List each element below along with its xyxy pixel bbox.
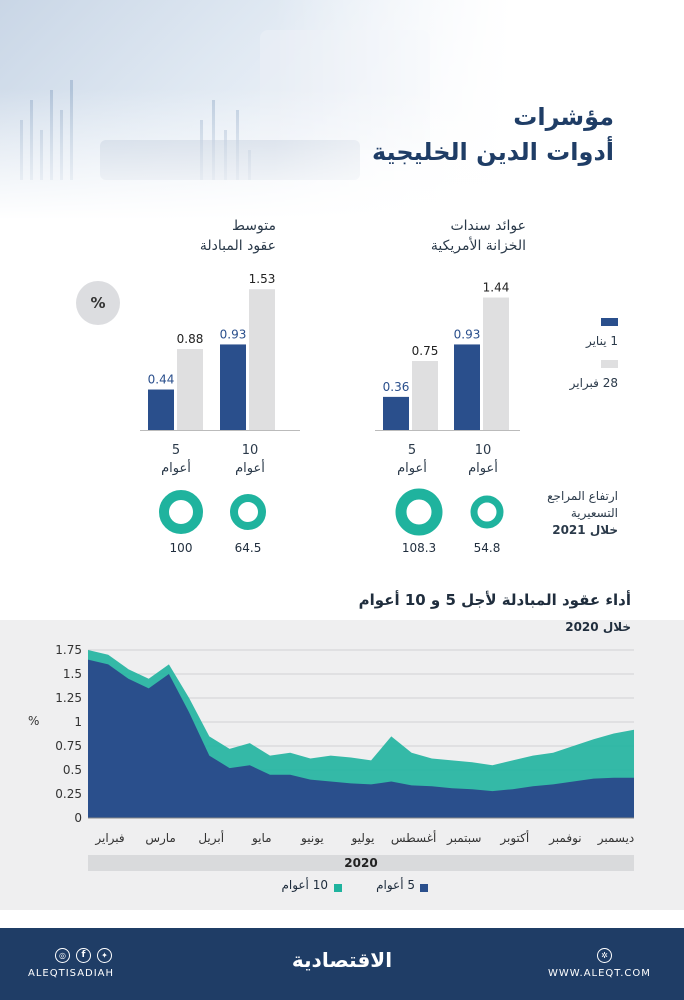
treasury-cat-5: 5 أعوام <box>387 442 437 478</box>
bar-feb-swaps-10 <box>249 289 275 430</box>
facebook-icon[interactable]: f <box>76 948 91 963</box>
bar-label-jan-treasury-5: 0.36 <box>383 380 410 394</box>
bar-label-feb-treasury-10: 1.44 <box>483 281 510 295</box>
ring-caption: ارتفاع المراجع التسعيرية خلال 2021 <box>518 488 618 539</box>
ring-value-treasury-5: 108.3 <box>401 541 437 555</box>
footer: ◎ f ✦ ALEQTISADIAH الاقتصادية ✲ WWW.ALEQ… <box>0 928 684 1000</box>
legend-label-feb: 28 فبراير <box>569 376 618 390</box>
footer-site[interactable]: WWW.ALEQT.COM <box>548 968 651 979</box>
area-chart-ylabel: % <box>28 714 40 728</box>
footer-brand-logo: الاقتصادية <box>291 948 393 972</box>
swaps-cat-10-word: أعوام <box>235 461 265 476</box>
bar-jan-treasury-10 <box>454 344 480 430</box>
ring-value-swaps-10: 64.5 <box>234 541 262 555</box>
bar-label-jan-treasury-10: 0.93 <box>454 327 481 341</box>
footer-handle: ALEQTISADIAH <box>28 968 115 979</box>
treasury-cat-10: 10 أعوام <box>458 442 508 478</box>
month-label: فبراير <box>94 831 124 846</box>
bar-label-feb-swaps-5: 0.88 <box>177 332 204 346</box>
treasury-title-line1: عوائد سندات <box>450 218 526 234</box>
ring-swaps-5 <box>159 490 203 534</box>
area-chart-xlabel: 2020 <box>88 855 634 871</box>
unit-badge: % <box>76 281 120 325</box>
ring-treasury-5 <box>395 488 443 536</box>
ring-value-treasury-10: 54.8 <box>473 541 501 555</box>
ring-caption-line3: خلال 2021 <box>552 523 618 537</box>
legend-swatch-feb <box>601 360 618 368</box>
bar-feb-swaps-5 <box>177 349 203 430</box>
month-label: أغسطس <box>391 830 436 846</box>
page-title-line1: مؤشرات <box>513 103 614 131</box>
bar-feb-treasury-10 <box>483 297 509 430</box>
ring-value-swaps-5: 100 <box>169 541 193 555</box>
treasury-cat-5-num: 5 <box>407 443 417 458</box>
bar-jan-treasury-5 <box>383 396 409 430</box>
bar-label-feb-swaps-10: 1.53 <box>249 272 276 286</box>
swaps-title: متوسط عقود المبادلة <box>116 216 276 256</box>
month-label: ديسمبر <box>597 831 635 846</box>
y-tick-label: 0 <box>74 811 82 825</box>
legend-swatch-10y <box>334 884 342 892</box>
treasury-cat-10-word: أعوام <box>468 461 498 476</box>
area-chart: 0 0.25 0.5 0.75 1 1.25 1.5 1.75 فبراير مارس أبريل م… <box>55 643 635 846</box>
month-label: مارس <box>145 831 176 846</box>
bar-feb-treasury-5 <box>412 361 438 430</box>
hero-background <box>0 0 684 220</box>
y-tick-label: 1.75 <box>55 643 82 657</box>
month-label: نوفمبر <box>548 831 581 846</box>
treasury-title-line2: الخزانة الأمريكية <box>430 238 526 254</box>
legend-label-10y: 10 أعوام <box>281 878 328 892</box>
bar-charts: 0.93 1.44 0.36 0.75 0.93 1.53 0.44 0.88 <box>140 272 520 431</box>
month-label: يوليو <box>350 831 374 846</box>
y-tick-label: 0.5 <box>63 763 82 777</box>
ring-swaps-10 <box>230 494 266 530</box>
month-label: يونيو <box>300 831 324 846</box>
ring-caption-line2: التسعيرية <box>570 506 618 520</box>
y-tick-label: 1 <box>74 715 82 729</box>
treasury-cat-10-num: 10 <box>474 443 492 458</box>
y-tick-label: 1.25 <box>55 691 82 705</box>
rings <box>159 488 504 536</box>
bar-jan-swaps-5 <box>148 389 174 430</box>
y-tick-label: 0.75 <box>55 739 82 753</box>
swaps-cat-5: 5 أعوام <box>151 442 201 478</box>
swaps-cat-5-num: 5 <box>171 443 181 458</box>
swaps-cat-10-num: 10 <box>241 443 259 458</box>
swaps-title-line1: متوسط <box>232 218 276 234</box>
swaps-title-line2: عقود المبادلة <box>199 238 276 254</box>
social-icons: ◎ f ✦ <box>55 948 112 963</box>
swaps-cat-5-word: أعوام <box>161 461 191 476</box>
area-series-5y <box>88 659 634 818</box>
legend-swatch-jan <box>601 318 618 326</box>
legend-label-jan: 1 يناير <box>585 334 618 348</box>
area-chart-title: أداء عقود المبادلة لأجل 5 و 10 أعوام <box>358 591 631 609</box>
legend-label-5y: 5 أعوام <box>376 878 415 892</box>
treasury-cat-5-word: أعوام <box>397 461 427 476</box>
ring-treasury-10 <box>470 495 504 529</box>
bar-label-jan-swaps-5: 0.44 <box>148 373 175 387</box>
instagram-icon[interactable]: ◎ <box>55 948 70 963</box>
month-label: أبريل <box>198 830 224 846</box>
month-label: أكتوبر <box>499 830 529 846</box>
twitter-icon[interactable]: ✦ <box>97 948 112 963</box>
globe-icon: ✲ <box>597 948 612 963</box>
bar-jan-swaps-10 <box>220 344 246 430</box>
swaps-cat-10: 10 أعوام <box>225 442 275 478</box>
area-chart-subtitle: خلال 2020 <box>565 620 631 634</box>
month-label: مايو <box>251 831 272 846</box>
y-tick-label: 1.5 <box>63 667 82 681</box>
ring-caption-line1: ارتفاع المراجع <box>547 489 618 503</box>
legend-swatch-5y <box>420 884 428 892</box>
month-label: سبتمبر <box>446 831 481 846</box>
y-tick-label: 0.25 <box>55 787 82 801</box>
treasury-title: عوائد سندات الخزانة الأمريكية <box>366 216 526 256</box>
bar-label-jan-swaps-10: 0.93 <box>220 327 247 341</box>
bar-label-feb-treasury-5: 0.75 <box>412 344 439 358</box>
page-title-line2: أدوات الدين الخليجية <box>371 138 614 166</box>
